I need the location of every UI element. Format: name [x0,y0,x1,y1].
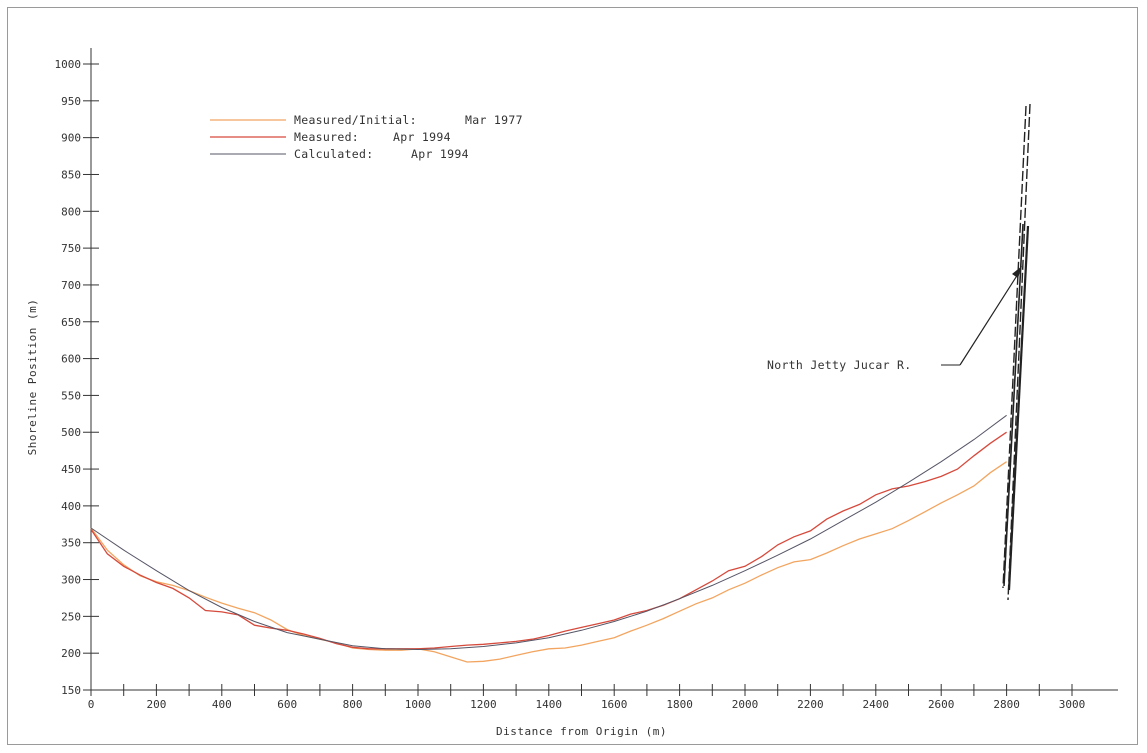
x-tick-label: 800 [343,698,363,711]
x-tick-label: 1000 [405,698,432,711]
jetty-line [1002,105,1027,589]
y-tick-label: 950 [61,95,81,108]
x-tick-label: 2800 [993,698,1020,711]
series-line-2 [90,431,1007,650]
annotation-label: North Jetty Jucar R. [767,358,911,372]
series-line-3 [90,414,1007,651]
x-tick-label: 200 [146,698,166,711]
y-tick-label: 350 [61,537,81,550]
x-tick-label: 600 [277,698,297,711]
legend-date: Apr 1994 [411,147,469,161]
y-tick-label: 750 [61,242,81,255]
x-tick-label: 2600 [928,698,955,711]
y-tick-label: 300 [61,574,81,587]
annotation-arrow-line [959,273,1019,366]
y-tick-label: 450 [61,463,81,476]
x-axis-label: Distance from Origin (m) [496,725,667,738]
x-tick-label: 1200 [470,698,497,711]
y-tick-label: 600 [61,353,81,366]
jetty-line [1003,223,1024,587]
legend-entry: Calculated: [294,147,373,161]
legend-entry: Measured: [294,130,359,144]
x-tick-label: 2200 [797,698,824,711]
y-tick-label: 700 [61,279,81,292]
x-tick-label: 2400 [863,698,890,711]
annotation-arrowhead [1012,266,1022,278]
y-tick-label: 850 [61,168,81,181]
x-tick-label: 1600 [601,698,628,711]
jetty-line [1007,103,1031,601]
y-tick-label: 250 [61,610,81,623]
x-tick-label: 1800 [666,698,693,711]
y-tick-label: 500 [61,426,81,439]
y-tick-label: 800 [61,205,81,218]
series-lines [90,414,1007,663]
x-tick-label: 2000 [732,698,759,711]
y-tick-label: 650 [61,316,81,329]
y-tick-label: 400 [61,500,81,513]
series-line-1 [90,461,1007,663]
jetty-line [1007,225,1030,591]
legend-entry: Measured/Initial: [294,113,417,127]
y-tick-label: 900 [61,132,81,145]
y-tick-label: 150 [61,684,81,697]
y-tick-label: 550 [61,389,81,402]
y-tick-label: 200 [61,647,81,660]
legend-date: Apr 1994 [393,130,451,144]
annotation: North Jetty Jucar R. [767,266,1022,372]
legend-date: Mar 1977 [465,113,523,127]
x-tick-label: 1400 [536,698,563,711]
x-tick-label: 400 [212,698,232,711]
axes: 0 200 400 600 800 1000 1200 1400 1600 1800 2000 220… [55,48,1118,711]
legend: Measured/Initial: Mar 1977 Measured: Apr 19… [210,113,523,161]
y-tick-label: 1000 [55,58,82,71]
chart-frame [7,7,1138,745]
x-tick-label: 3000 [1059,698,1086,711]
north-jetty [1002,103,1031,601]
x-tick-label: 0 [88,698,95,711]
y-axis-label: Shoreline Position (m) [26,299,39,456]
